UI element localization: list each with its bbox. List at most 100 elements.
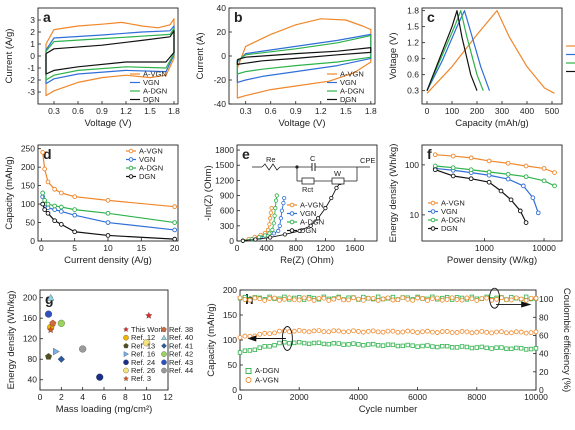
y-tick-label: 1500	[215, 160, 234, 170]
a-vgn-efficiency-point	[380, 296, 386, 302]
legend-marker	[289, 219, 295, 225]
a-vgn-capacity-point	[429, 329, 435, 335]
legend-label: Ref. 24	[131, 358, 155, 367]
y-axis-label: Energy density (Wh/kg)	[388, 144, 399, 243]
legend-marker	[245, 377, 252, 383]
a-dgn-capacity-point	[390, 342, 396, 348]
a-vgn-capacity-point	[321, 329, 327, 335]
x-tick-label: 100	[445, 106, 459, 116]
data-point	[541, 178, 547, 184]
y-axis-label: Current (A/g)	[4, 29, 15, 84]
a-vgn-efficiency-point	[508, 297, 514, 303]
data-point	[271, 231, 276, 236]
a-vgn-capacity-point	[489, 330, 495, 336]
a-vgn-efficiency-point	[237, 295, 243, 301]
legend-marker	[128, 165, 134, 171]
a-vgn-capacity-point	[494, 329, 499, 335]
legend-marker	[430, 226, 436, 231]
a-dgn-capacity-point	[454, 345, 460, 350]
arrow-right-head	[521, 301, 532, 308]
y-tick-label: 250	[21, 144, 35, 154]
a-vgn-efficiency-point	[351, 295, 356, 301]
legend-label: VGN	[441, 207, 457, 216]
a-vgn-efficiency-point	[257, 296, 263, 302]
y-tick-label: 0	[229, 236, 234, 246]
data-point	[52, 203, 58, 209]
marker	[123, 343, 129, 349]
a-dgn-capacity-point	[247, 348, 253, 353]
y-axis-label: Voltage (V)	[388, 33, 399, 80]
y-axis-label: Capacity (mAh/g)	[206, 303, 217, 376]
x-axis-label: Capacity (mAh/g)	[455, 118, 528, 129]
legend-marker	[128, 174, 134, 179]
a-vgn-efficiency-point	[469, 296, 475, 302]
a-dgn-capacity-point	[415, 344, 420, 349]
a-vgn-efficiency-point	[503, 297, 509, 303]
y-tick-label: 2	[30, 27, 35, 37]
a-dgn-capacity-point	[356, 342, 361, 347]
a-dgn-capacity-point	[464, 344, 470, 350]
a-dgn-capacity-point	[375, 343, 381, 348]
a-vgn-efficiency-point	[355, 296, 361, 302]
panel-g: 0 2 4 6 8 10 12 40 80 120 160 200 Mass loading (mg/c…	[6, 289, 193, 415]
series-DGN	[45, 30, 175, 75]
legend-label: Ref. 41	[169, 341, 193, 350]
legend-marker	[128, 157, 134, 162]
circuit-label-cpe: CPE	[360, 156, 375, 165]
x-tick-label: 0.6	[72, 106, 84, 116]
data-point	[297, 228, 302, 233]
data-point	[45, 201, 51, 207]
data-point	[267, 231, 272, 236]
marker	[49, 319, 57, 327]
legend-label: A-VGN	[441, 199, 465, 208]
x-tick-label: 5	[72, 243, 77, 253]
data-point	[468, 167, 474, 173]
plot-frame	[239, 289, 537, 391]
x-tick-label: 2000	[290, 392, 309, 402]
a-dgn-capacity-point	[370, 341, 376, 347]
x-tick-label: 300	[495, 106, 509, 116]
data-point	[72, 229, 78, 235]
a-dgn-capacity-point	[474, 345, 479, 350]
series-VGN	[236, 33, 372, 84]
a-vgn-efficiency-point	[464, 295, 470, 301]
a-dgn-capacity-point	[509, 346, 514, 352]
y-tick-label: -3	[27, 87, 35, 97]
data-point	[45, 179, 51, 185]
a-vgn-capacity-point	[395, 329, 401, 335]
circuit-label-rct: Rct	[302, 185, 314, 194]
legend-label: Ref. 43	[169, 358, 193, 367]
a-vgn-efficiency-point	[513, 295, 519, 301]
y2-tick-label: 0	[539, 385, 544, 395]
legend-marker	[128, 148, 134, 154]
data-point	[523, 220, 529, 225]
a-vgn-capacity-point	[518, 329, 524, 335]
panel-h: 0 2000 4000 6000 8000 10000050100150200Cycle …	[206, 285, 572, 415]
a-dgn-capacity-point	[489, 346, 494, 351]
warburg-element	[331, 177, 345, 185]
legend-label: Ref. 38	[169, 325, 193, 334]
equivalent-circuit: Re C Rct W CPE	[252, 154, 375, 194]
y-tick-label: -20	[214, 75, 227, 85]
a-dgn-capacity-point	[385, 342, 391, 347]
circuit-label-c: C	[310, 154, 316, 163]
legend-label: DGN	[143, 95, 160, 104]
y-tick-label: 1.2	[407, 38, 419, 48]
series-A-DGN	[435, 165, 555, 187]
x-tick-label: 0	[238, 392, 243, 402]
y-tick-label: 40	[28, 375, 38, 385]
data-point	[308, 223, 313, 228]
marker	[123, 351, 129, 357]
marker	[57, 355, 65, 363]
x-tick-label: 0	[235, 243, 240, 253]
y-tick-label: 0	[30, 51, 35, 61]
legend-label: VGN	[340, 78, 356, 87]
marker	[161, 326, 167, 332]
a-vgn-efficiency-point	[415, 295, 421, 301]
x-tick-label: 400	[259, 243, 273, 253]
x-tick-label: 400	[520, 106, 534, 116]
a-vgn-efficiency-point	[311, 298, 317, 303]
y-tick-label: 50	[228, 360, 238, 370]
data-point	[282, 195, 287, 201]
x-tick-label: 500	[545, 106, 559, 116]
